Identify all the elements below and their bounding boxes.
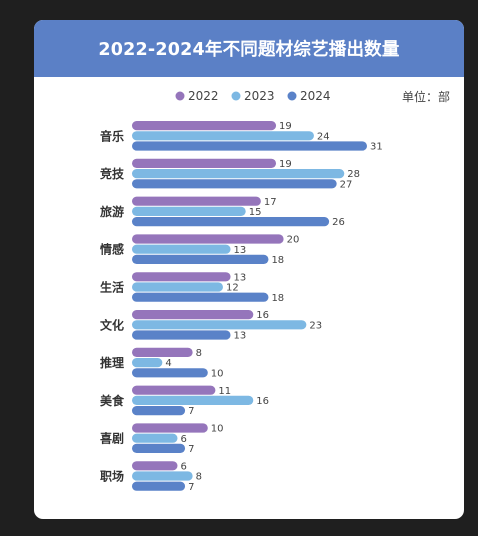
bar-旅游-2024 — [132, 217, 330, 227]
category-label: 情感 — [100, 242, 124, 257]
bar-美食-2022 — [132, 385, 216, 395]
bar-文化-2022 — [132, 310, 254, 320]
data-label: 16 — [256, 310, 269, 321]
data-label: 7 — [188, 406, 194, 417]
data-label: 6 — [180, 434, 186, 445]
unit-label: 单位：部 — [401, 90, 450, 104]
category-label: 美食 — [100, 393, 125, 408]
data-label: 27 — [340, 179, 353, 190]
legend-marker-2024 — [287, 91, 297, 101]
bar-职场-2024 — [132, 481, 186, 491]
data-label: 8 — [196, 348, 202, 359]
data-label: 6 — [180, 461, 186, 472]
data-label: 11 — [218, 386, 231, 397]
data-label: 26 — [332, 217, 345, 228]
data-label: 15 — [249, 207, 262, 218]
data-label: 7 — [188, 444, 194, 455]
bar-情感-2022 — [132, 234, 284, 244]
bar-喜剧-2024 — [132, 443, 186, 453]
category-label: 生活 — [100, 280, 124, 295]
data-label: 17 — [264, 197, 277, 208]
bar-竞技-2023 — [132, 169, 345, 179]
data-label: 19 — [279, 159, 292, 170]
data-label: 18 — [271, 293, 284, 304]
data-label: 16 — [256, 396, 269, 407]
category-label: 竞技 — [100, 166, 125, 181]
category-label: 推理 — [100, 355, 124, 370]
legend-label-2022: 2022 — [188, 89, 219, 103]
bar-生活-2024 — [132, 292, 269, 302]
data-label: 10 — [211, 424, 224, 435]
legend-marker-2023 — [231, 91, 241, 101]
data-label: 13 — [234, 272, 247, 283]
bar-美食-2024 — [132, 406, 186, 416]
data-label: 20 — [287, 235, 300, 246]
data-label: 4 — [165, 358, 171, 369]
data-label: 13 — [234, 331, 247, 342]
data-label: 7 — [188, 482, 194, 493]
data-label: 31 — [370, 142, 383, 153]
bar-竞技-2024 — [132, 179, 337, 189]
bar-旅游-2022 — [132, 196, 261, 206]
data-label: 13 — [234, 245, 247, 256]
bar-音乐-2022 — [132, 121, 277, 131]
bar-文化-2024 — [132, 330, 231, 340]
bar-职场-2022 — [132, 461, 178, 471]
bar-情感-2024 — [132, 254, 269, 264]
chart-header: 2022-2024年不同题材综艺播出数量 — [34, 20, 464, 77]
bar-喜剧-2023 — [132, 433, 178, 443]
bar-文化-2023 — [132, 320, 307, 330]
bar-旅游-2023 — [132, 206, 246, 216]
bar-生活-2023 — [132, 282, 223, 292]
data-label: 28 — [347, 169, 360, 180]
data-label: 10 — [211, 368, 224, 379]
chart-title: 2022-2024年不同题材综艺播出数量 — [98, 40, 400, 60]
data-label: 19 — [279, 121, 292, 132]
data-label: 23 — [309, 320, 322, 331]
category-label: 职场 — [100, 470, 124, 484]
bar-推理-2022 — [132, 347, 193, 357]
legend-marker-2022 — [175, 91, 185, 101]
data-label: 18 — [271, 255, 284, 266]
bar-音乐-2023 — [132, 131, 314, 141]
category-label: 喜剧 — [100, 431, 124, 446]
chart-card: 2022-2024年不同题材综艺播出数量 2022 2023 2024 音乐 19 24 3… — [34, 20, 464, 519]
bar-职场-2023 — [132, 471, 193, 481]
bar-推理-2024 — [132, 368, 208, 378]
legend-label-2024: 2024 — [300, 89, 331, 103]
bar-喜剧-2022 — [132, 423, 208, 433]
category-label: 音乐 — [100, 128, 124, 143]
bar-竞技-2022 — [132, 158, 277, 168]
bar-生活-2022 — [132, 272, 231, 282]
bar-音乐-2024 — [132, 141, 367, 151]
data-label: 24 — [317, 131, 330, 142]
data-label: 8 — [196, 472, 202, 483]
category-label: 旅游 — [100, 204, 124, 219]
bar-chart: 2022 2023 2024音乐192431竞技192827旅游171526情感20… — [100, 89, 383, 493]
bar-推理-2023 — [132, 358, 163, 368]
legend-label-2023: 2023 — [244, 89, 275, 103]
bar-美食-2023 — [132, 395, 254, 405]
category-label: 文化 — [100, 317, 124, 332]
bar-情感-2023 — [132, 244, 231, 254]
data-label: 12 — [226, 283, 239, 294]
